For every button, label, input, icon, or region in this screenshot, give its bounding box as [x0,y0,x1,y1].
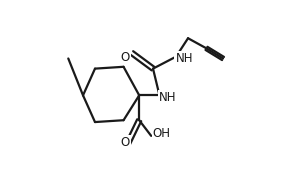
Text: O: O [121,51,130,64]
Text: O: O [121,136,130,149]
Text: NH: NH [159,91,176,104]
Text: OH: OH [153,127,171,140]
Text: NH: NH [176,52,193,65]
